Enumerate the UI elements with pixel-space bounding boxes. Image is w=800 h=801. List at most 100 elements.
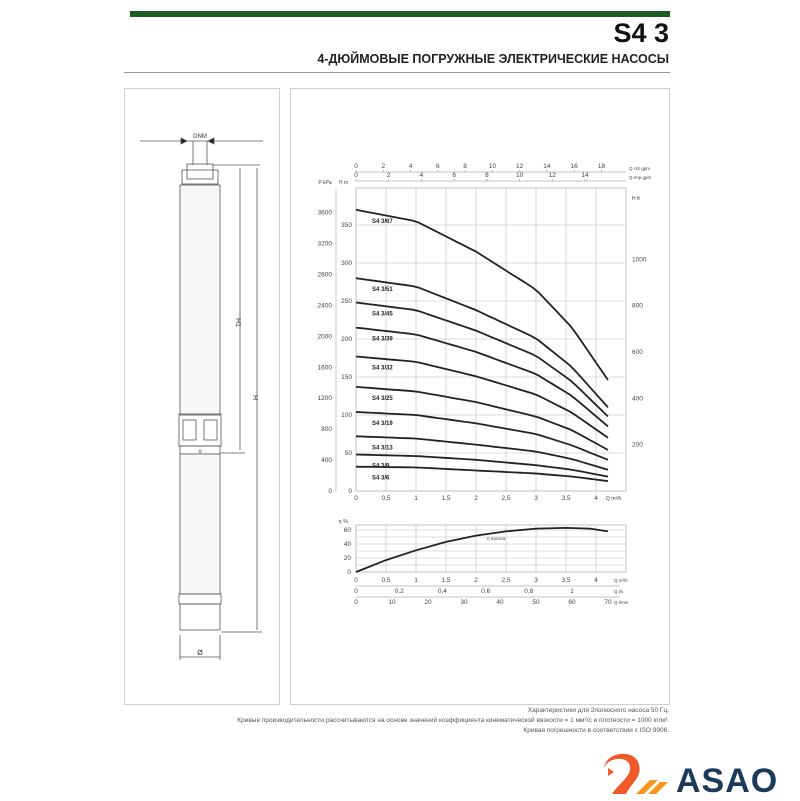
curve-S4-3-6 — [355, 465, 609, 482]
footer-note-2: Кривые производительности рассчитываются… — [237, 717, 669, 724]
eff-y-tick-label: 60 — [344, 527, 352, 534]
top-axis-tick-label: 2 — [381, 163, 385, 170]
curve-S4-3-13 — [355, 435, 609, 471]
curve-S4-3-19 — [355, 411, 609, 461]
footer-note-1: Характеристики для 2полюсного насоса 50 … — [527, 707, 669, 714]
chart-panel — [290, 88, 670, 705]
header-accent-bar — [130, 11, 670, 17]
x-tick-label: 3 — [534, 495, 538, 502]
h1-label: H1 — [234, 318, 241, 327]
h-label: H — [251, 395, 258, 400]
ft-axis-label: H ft — [632, 196, 640, 202]
bottom-axis-label: Q l/min — [614, 600, 629, 605]
curve-S4-3-67 — [355, 208, 609, 381]
bottom-axis-tick-label: 4 — [594, 577, 598, 584]
kpa-tick-label: 3600 — [318, 210, 333, 217]
top-axis-tick-label: 10 — [516, 172, 524, 179]
curve-S4-3-32 — [355, 355, 609, 439]
kpa-tick-label: 2000 — [318, 333, 333, 340]
ft-tick-label: 200 — [632, 442, 643, 449]
x-tick-label: 0,5 — [381, 495, 390, 502]
curve-S4-3-9 — [355, 453, 609, 478]
y-tick-label: 300 — [341, 260, 352, 267]
y-tick-label: 250 — [341, 298, 352, 305]
eff-y-tick-label: 20 — [344, 555, 352, 562]
bottom-axis-tick-label: 3 — [534, 577, 538, 584]
kpa-tick-label: 400 — [321, 457, 332, 464]
y-tick-label: 50 — [345, 450, 353, 457]
bottom-axis-tick-label: 20 — [424, 599, 432, 606]
kpa-tick-label: 1200 — [318, 395, 333, 402]
kpa-tick-label: 1600 — [318, 364, 333, 371]
x-tick-label: 0 — [354, 495, 358, 502]
bottom-axis-tick-label: 0 — [354, 599, 358, 606]
pump-drawing-panel — [124, 88, 280, 705]
curve-label: S4 3/32 — [372, 365, 393, 371]
bottom-axis-tick-label: 0,2 — [395, 588, 404, 595]
curve-S4-3-39 — [355, 326, 609, 428]
curve-S4-3-25 — [355, 386, 609, 451]
y-tick-label: 200 — [341, 336, 352, 343]
bottom-axis-tick-label: 0,8 — [524, 588, 533, 595]
asao-logo-mark — [603, 753, 668, 794]
bottom-axis-tick-label: 1 — [570, 588, 574, 595]
page-subtitle: 4-ДЮЙМОВЫЕ ПОГРУЖНЫЕ ЭЛЕКТРИЧЕСКИЕ НАСОС… — [317, 52, 669, 66]
curve-S4-3-51 — [355, 277, 609, 409]
diameter-label: Ø — [197, 650, 203, 657]
bottom-axis-tick-label: 1,5 — [441, 577, 450, 584]
top-axis-tick-label: 8 — [485, 172, 489, 179]
y-axis-label: H m — [339, 180, 348, 186]
bottom-axis-tick-label: 0 — [354, 588, 358, 595]
ft-tick-label: 1000 — [632, 256, 647, 263]
y-tick-label: 350 — [341, 222, 352, 229]
top-axis-tick-label: 16 — [571, 163, 579, 170]
eff-y-tick-label: 40 — [344, 541, 352, 548]
ft-tick-label: 800 — [632, 303, 643, 310]
bottom-axis-label: Q l/s — [614, 589, 624, 594]
curve-label: S4 3/6 — [372, 476, 390, 482]
y-tick-label: 0 — [348, 488, 352, 495]
top-axis-tick-label: 0 — [354, 163, 358, 170]
kpa-tick-label: 2800 — [318, 272, 333, 279]
bottom-axis-tick-label: 30 — [460, 599, 468, 606]
ft-tick-label: 600 — [632, 349, 643, 356]
top-axis-tick-label: 14 — [581, 172, 589, 179]
top-axis-tick-label: 10 — [489, 163, 497, 170]
top-axis-tick-label: 4 — [409, 163, 413, 170]
bottom-axis-tick-label: 0 — [354, 577, 358, 584]
bottom-axis-tick-label: 0,6 — [481, 588, 490, 595]
top-axis-tick-label: 2 — [387, 172, 391, 179]
curve-label: S4 3/19 — [372, 421, 393, 427]
bottom-axis-tick-label: 0,4 — [438, 588, 447, 595]
y-tick-label: 150 — [341, 374, 352, 381]
bottom-axis-tick-label: 0,5 — [381, 577, 390, 584]
efficiency-curve — [355, 526, 609, 573]
top-axis-tick-label: 6 — [452, 172, 456, 179]
bottom-axis-tick-label: 60 — [568, 599, 576, 606]
bottom-axis-tick-label: 70 — [604, 599, 612, 606]
top-axis-label: Q US gpm — [629, 166, 650, 171]
kpa-tick-label: 800 — [321, 426, 332, 433]
top-axis-tick-label: 12 — [516, 163, 524, 170]
top-axis-tick-label: 4 — [420, 172, 424, 179]
efficiency-curve-label: η насоса — [487, 536, 506, 541]
curve-S4-3-45 — [355, 301, 609, 418]
top-axis-tick-label: 8 — [463, 163, 467, 170]
curve-label: S4 3/45 — [372, 312, 393, 318]
bottom-axis-tick-label: 10 — [388, 599, 396, 606]
curve-label: S4 3/39 — [372, 337, 393, 343]
top-axis-tick-label: 0 — [354, 172, 358, 179]
x-tick-label: 1 — [414, 495, 418, 502]
x-tick-label: 4 — [594, 495, 598, 502]
y-tick-label: 100 — [341, 412, 352, 419]
kpa-tick-label: 3200 — [318, 241, 333, 248]
curve-label: S4 3/13 — [372, 445, 393, 451]
curve-label: S4 3/25 — [372, 396, 393, 402]
kpa-axis-label: P kPa — [318, 180, 331, 186]
top-axis-label: Q Imp gpm — [629, 175, 652, 180]
page-title: S4 3 — [613, 18, 669, 48]
dnm-label: DNM — [193, 134, 207, 140]
footer-note-3: Кривая погрешности в соответствии с ISO … — [523, 727, 669, 734]
curve-label: S4 3/51 — [372, 287, 393, 293]
top-axis-tick-label: 6 — [436, 163, 440, 170]
